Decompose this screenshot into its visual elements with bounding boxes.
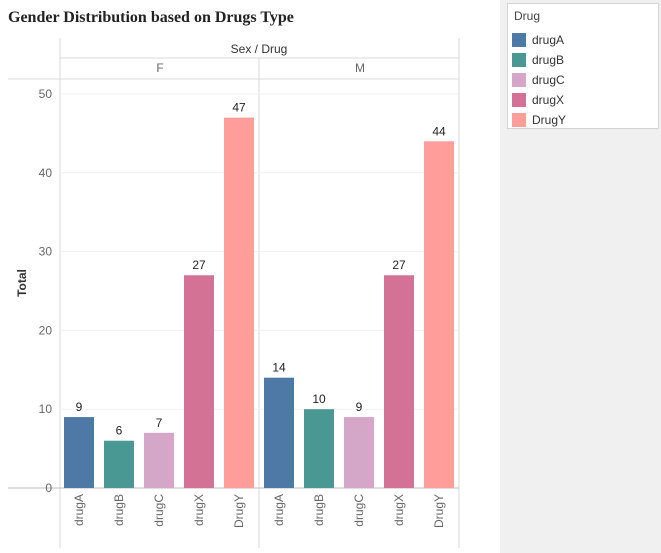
bar-value-label: 7 (156, 416, 163, 430)
y-tick-label: 20 (39, 323, 53, 337)
legend-item[interactable]: drugX (512, 92, 564, 108)
bar-value-label: 44 (432, 124, 446, 138)
x-tick-label: drugX (192, 494, 206, 526)
bar-chart: 0 10 20 30 40 50 F 9 drugA 6 drugB 7 drugC 27 drugX 47 D… (8, 38, 460, 548)
legend-label: drugA (532, 33, 565, 47)
group-header: F (156, 61, 163, 75)
legend-item[interactable]: drugC (512, 72, 565, 88)
legend-label: drugB (532, 53, 565, 67)
legend-item[interactable]: drugA (512, 32, 564, 48)
x-tick-label: drugA (272, 494, 286, 526)
bar (64, 417, 94, 488)
legend-swatch (512, 73, 526, 87)
x-tick-label: drugC (152, 494, 166, 527)
legend-label: DrugY (532, 113, 567, 127)
bar-value-label: 10 (312, 392, 326, 406)
bar (304, 409, 334, 488)
x-tick-label: drugB (312, 494, 326, 526)
y-tick-label: 0 (45, 481, 52, 495)
bar-value-label: 14 (272, 361, 286, 375)
legend-item[interactable]: DrugY (512, 112, 566, 128)
legend: Drug drugA drugB drugC drugX DrugY (507, 3, 659, 129)
bar-value-label: 47 (232, 101, 246, 115)
y-tick-label: 50 (39, 87, 53, 101)
legend-item[interactable]: drugB (512, 52, 564, 68)
x-tick-label: drugC (352, 494, 366, 527)
legend-label: drugC (532, 73, 565, 87)
bar-value-label: 27 (392, 258, 406, 272)
y-tick-label: 10 (39, 402, 53, 416)
legend-swatch (512, 33, 526, 47)
x-tick-label: drugA (72, 494, 86, 526)
bar-value-label: 9 (356, 400, 363, 414)
bar (264, 377, 294, 488)
legend-swatch (512, 113, 526, 127)
bar (424, 141, 454, 488)
bar (184, 275, 214, 488)
bar (384, 275, 414, 488)
bar-value-label: 6 (116, 424, 123, 438)
group-header: M (355, 61, 365, 75)
legend-label: drugX (532, 93, 565, 107)
legend-swatch (512, 93, 526, 107)
x-tick-label: drugB (112, 494, 126, 526)
x-tick-label: DrugY (232, 494, 246, 528)
x-tick-label: DrugY (432, 494, 446, 528)
bar-value-label: 27 (192, 258, 206, 272)
x-tick-label: drugX (392, 494, 406, 526)
bar (224, 117, 254, 488)
chart-title: Gender Distribution based on Drugs Type (8, 9, 294, 26)
column-header-title: Sex / Drug (231, 42, 288, 56)
bar (144, 432, 174, 488)
legend-swatch (512, 53, 526, 67)
y-tick-label: 40 (39, 166, 53, 180)
y-tick-label: 30 (39, 245, 53, 259)
bar-value-label: 9 (76, 400, 83, 414)
bar (344, 417, 374, 488)
y-axis-title: Total (15, 269, 29, 297)
bar (104, 440, 134, 488)
legend-title: Drug (514, 9, 541, 23)
